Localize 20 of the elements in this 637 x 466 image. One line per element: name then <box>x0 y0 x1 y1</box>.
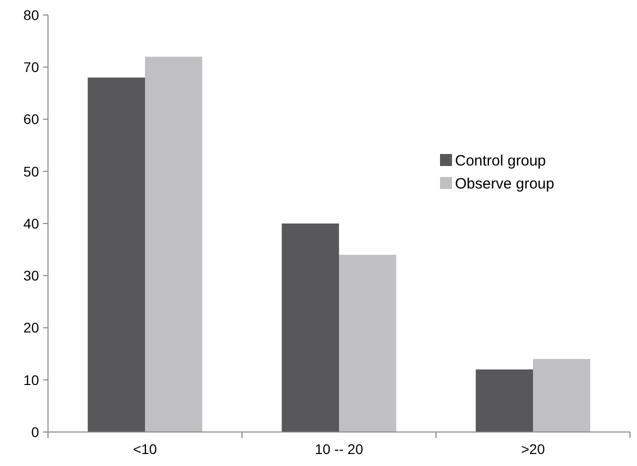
x-tick-label: <10 <box>133 441 158 457</box>
bar <box>339 254 396 432</box>
x-tick-label: 10 -- 20 <box>314 441 364 457</box>
y-tick-label: 50 <box>23 163 40 180</box>
y-tick-label: 80 <box>23 6 40 23</box>
x-tick-label: >20 <box>521 441 546 457</box>
y-tick-label: 20 <box>23 320 40 336</box>
y-tick-label: 0 <box>31 424 40 440</box>
bar <box>476 369 533 432</box>
bar <box>88 78 145 432</box>
y-tick-label: 30 <box>23 268 40 284</box>
y-tick-label: 10 <box>23 372 40 388</box>
y-tick-label: 70 <box>23 59 40 76</box>
bar <box>282 224 339 432</box>
bar <box>533 359 590 432</box>
legend-label: Control group <box>455 152 546 170</box>
y-tick-label: 60 <box>23 111 40 128</box>
legend-label: Observe group <box>455 175 554 192</box>
y-tick-label: 40 <box>23 215 40 232</box>
bar <box>145 56 202 432</box>
